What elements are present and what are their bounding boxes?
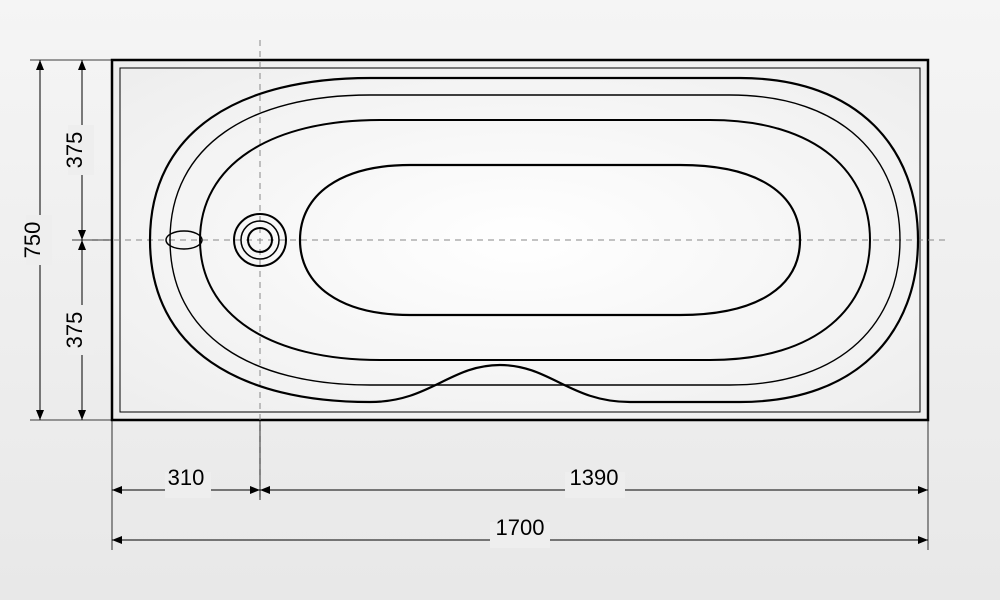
dim-split-right: 1390 xyxy=(260,465,928,498)
dim-split-left-label: 310 xyxy=(168,465,205,490)
dim-total-width: 1700 xyxy=(112,420,928,550)
dim-half-top-label: 375 xyxy=(62,132,87,169)
dim-half-top: 375 xyxy=(62,60,112,240)
dim-total-width-label: 1700 xyxy=(496,515,545,540)
dim-split-right-label: 1390 xyxy=(570,465,619,490)
dim-half-bottom-label: 375 xyxy=(62,312,87,349)
bathtub-technical-drawing: 1700 310 1390 750 375 xyxy=(0,0,1000,600)
dim-split-left: 310 xyxy=(112,420,260,500)
dim-total-height-label: 750 xyxy=(20,222,45,259)
dim-half-bottom: 375 xyxy=(62,240,94,420)
